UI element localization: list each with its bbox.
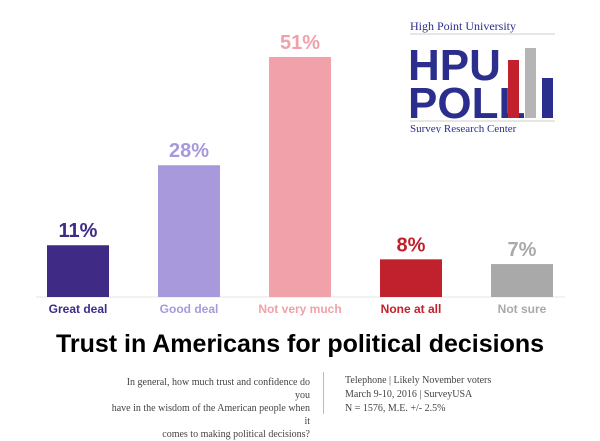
category-label: Good deal [160,302,219,316]
methodology: Telephone | Likely November voters March… [345,374,491,416]
methodology-line: N = 1576, M.E. +/- 2.5% [345,403,446,414]
hpu-poll-logo: High Point University HPU POLL Survey Re… [400,18,570,135]
question-line: comes to making political decisions? [162,429,310,440]
chart-title: Trust in Americans for political decisio… [55,330,545,358]
value-label: 51% [280,32,320,54]
logo-hpu: HPU [408,41,501,90]
bar-3 [380,259,442,297]
category-label: Great deal [49,302,108,316]
bar-chart: 11% Great deal 28% Good deal 51% Not very muc… [36,32,565,316]
bar-2 [269,57,331,297]
logo-university: High Point University [410,19,516,33]
value-label: 8% [397,234,426,256]
value-label: 11% [59,220,98,242]
value-label: 28% [169,140,209,162]
bar-4 [491,264,553,297]
logo-poll: POLL [408,79,525,128]
methodology-line: Telephone | Likely November voters [345,375,492,386]
methodology-line: March 9-10, 2016 | SurveyUSA [345,389,473,400]
category-label: Not very much [258,302,341,316]
question-line: In general, how much trust and confidenc… [126,377,310,401]
question-line: have in the wisdom of the American peopl… [111,403,310,427]
divider [323,372,324,414]
value-label: 7% [508,239,537,261]
category-label: None at all [381,302,442,316]
logo-center: Survey Research Center [410,123,517,133]
bar-0 [47,245,109,297]
bar-1 [158,165,220,297]
question-text: In general, how much trust and confidenc… [110,376,310,441]
category-label: Not sure [498,302,547,316]
